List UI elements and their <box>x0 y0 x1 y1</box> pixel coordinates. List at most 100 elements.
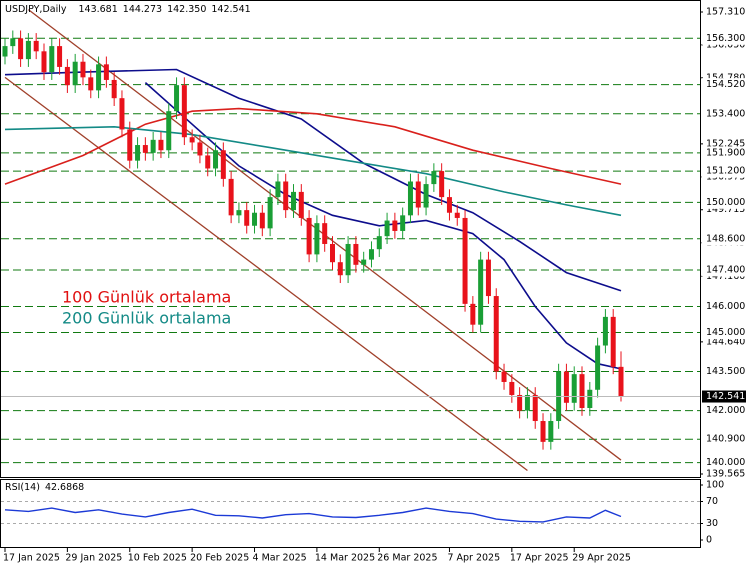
level-box <box>701 456 747 470</box>
candle-body <box>228 178 234 216</box>
channel-line <box>4 76 528 472</box>
price-panel <box>0 0 701 478</box>
annotation: 200 Günlük ortalama <box>62 309 231 328</box>
level-label: 147.400 <box>706 265 745 276</box>
level-box <box>701 107 747 121</box>
level-label: 140.900 <box>706 434 745 445</box>
x-tick-label: 29 Jan 2025 <box>65 553 122 564</box>
candle-body <box>571 374 577 403</box>
candle-body <box>189 137 195 143</box>
candle-body <box>205 155 211 169</box>
candle-body <box>236 210 242 216</box>
x-tick-label: 26 Mar 2025 <box>377 553 437 564</box>
level-box <box>701 164 747 178</box>
level-box <box>701 232 747 246</box>
rsi-label: RSI(14) <box>5 482 40 493</box>
candle-body <box>174 85 180 112</box>
level-label: 142.000 <box>706 405 745 416</box>
candle-body <box>407 181 413 216</box>
candle-body <box>415 181 421 208</box>
candle-body <box>252 212 258 226</box>
level-label: 151.200 <box>706 166 745 177</box>
candle-body <box>275 181 281 198</box>
candle-body <box>595 345 601 390</box>
candle-body <box>103 64 109 80</box>
level-label: 151.900 <box>706 147 745 158</box>
candle-body <box>322 223 328 244</box>
candle-body <box>181 85 187 138</box>
open-label: 143.681 <box>78 4 117 15</box>
candle-body <box>524 394 530 411</box>
candle-body <box>314 223 320 255</box>
candle-body <box>493 296 499 372</box>
annotation: 100 Günlük ortalama <box>62 288 231 307</box>
candle-body <box>135 145 141 161</box>
rsi-tick-label: 30 <box>706 518 718 529</box>
level-label: 156.300 <box>706 33 745 44</box>
y-tick-label: 157.310 <box>706 7 745 18</box>
level-label: 148.600 <box>706 233 745 244</box>
candle-body <box>618 366 624 397</box>
candle-body <box>610 316 616 367</box>
level-label: 153.400 <box>706 108 745 119</box>
candle-body <box>376 236 382 250</box>
candle-body <box>353 243 359 265</box>
symbol: USDJPY,Daily <box>5 4 67 15</box>
candle-body <box>158 139 164 151</box>
rsi-tick-label: 100 <box>706 480 724 491</box>
moving-average <box>144 82 622 370</box>
x-tick-label: 4 Mar 2025 <box>253 553 307 564</box>
candle-body <box>306 217 312 255</box>
level-box <box>701 195 747 209</box>
level-label: 150.000 <box>706 197 745 208</box>
candle-body <box>96 64 102 91</box>
level-label: 146.000 <box>706 301 745 312</box>
candle-body <box>111 79 117 99</box>
x-tick-label: 20 Feb 2025 <box>190 553 249 564</box>
candle-body <box>291 191 297 211</box>
candle-body <box>392 220 398 231</box>
candle-body <box>563 371 569 403</box>
x-tick-label: 14 Mar 2025 <box>315 553 375 564</box>
candle-body <box>283 181 289 211</box>
candle-body <box>88 77 94 91</box>
y-tick-label: 156.050 <box>706 39 745 50</box>
level-box <box>701 31 747 45</box>
candle-body <box>220 150 226 179</box>
candle-body <box>197 142 203 156</box>
candle-body <box>72 61 78 86</box>
y-tick-label: 144.640 <box>706 336 745 347</box>
candle-body <box>49 46 55 73</box>
current-price-box <box>702 390 746 403</box>
candle-body <box>119 98 125 130</box>
candle-body <box>80 61 86 78</box>
low-label: 142.350 <box>167 4 206 15</box>
candle-body <box>517 394 523 411</box>
x-tick-label: 17 Jan 2025 <box>3 553 60 564</box>
rsi-line <box>4 507 622 523</box>
level-box <box>701 365 747 379</box>
candle-body <box>439 171 445 198</box>
candle-body <box>587 389 593 408</box>
candle-body <box>57 46 63 67</box>
candle-body <box>423 184 429 208</box>
level-box <box>701 432 747 446</box>
candle-body <box>25 40 31 60</box>
x-tick-label: 17 Apr 2025 <box>510 553 569 564</box>
y-tick-label: 139.565 <box>706 469 745 480</box>
rsi-tick-label: 70 <box>706 496 718 507</box>
candle-body <box>142 145 148 153</box>
candle-body <box>548 421 554 442</box>
candle-body <box>400 215 406 231</box>
candle-body <box>345 243 351 276</box>
rsi-title: RSI(14) 42.6868 <box>5 482 84 493</box>
candle-body <box>267 197 273 229</box>
level-box <box>701 325 747 339</box>
level-label: 145.000 <box>706 327 745 338</box>
high-label: 144.273 <box>123 4 162 15</box>
level-box <box>701 404 747 418</box>
candle-body <box>10 38 16 47</box>
candle-body <box>361 259 367 265</box>
